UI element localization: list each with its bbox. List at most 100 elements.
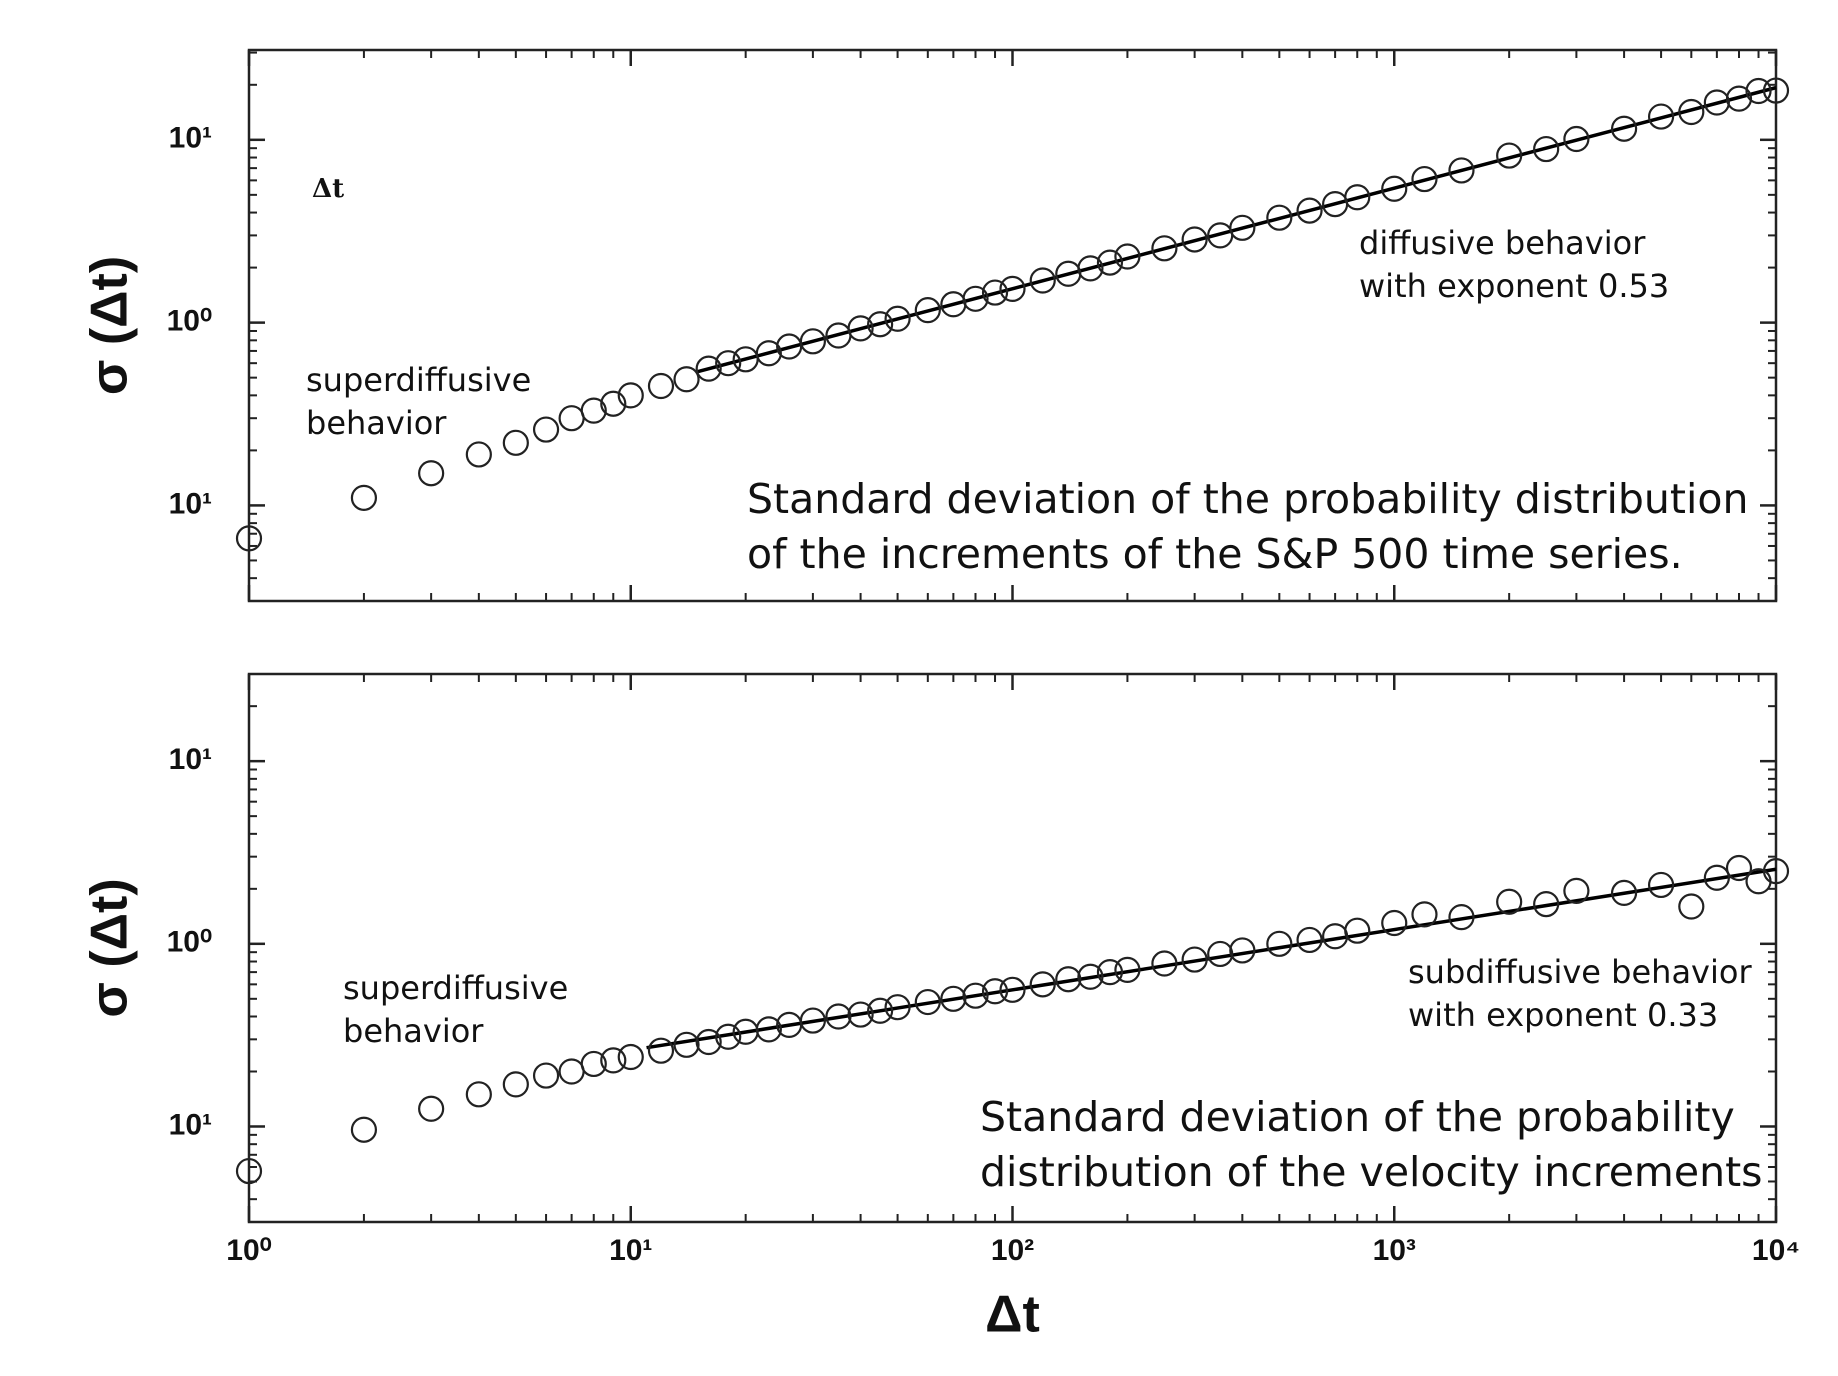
y-tick-label: 10⁰ — [167, 305, 212, 338]
data-point — [755, 340, 782, 367]
x-tick-label: 10⁰ — [226, 1234, 271, 1267]
data-point — [847, 1001, 874, 1028]
data-point — [940, 985, 967, 1012]
data-point — [1266, 204, 1293, 231]
annotation: superdiffusive — [306, 361, 531, 399]
y-tick-label: 10¹ — [169, 743, 212, 776]
data-point — [502, 1071, 529, 1098]
data-point — [1610, 879, 1638, 907]
data-point — [1745, 77, 1772, 105]
data-point — [799, 1007, 826, 1034]
data-point — [884, 994, 911, 1021]
data-point — [465, 1081, 492, 1108]
data-point — [532, 1062, 560, 1089]
data-point — [715, 350, 742, 377]
data-point — [1151, 235, 1178, 262]
y-tick-label: 10⁰ — [167, 926, 212, 959]
x-tick-label: 10⁴ — [1752, 1234, 1800, 1267]
data-point — [558, 1058, 585, 1085]
data-point — [1610, 115, 1638, 142]
data-point — [1181, 946, 1208, 973]
annotation: superdiffusive — [343, 969, 568, 1007]
y-tick-label: 10¹ — [169, 487, 212, 520]
data-point — [1496, 142, 1523, 169]
data-point — [1533, 135, 1560, 163]
data-point — [465, 441, 492, 468]
data-point — [1448, 157, 1475, 184]
data-point — [617, 382, 644, 409]
data-point — [1344, 184, 1371, 211]
annotation: Standard deviation of the probability di… — [747, 475, 1748, 523]
data-point — [1181, 226, 1208, 253]
data-point — [580, 1050, 607, 1078]
data-point — [1563, 877, 1590, 904]
data-point — [999, 275, 1026, 302]
annotation: Standard deviation of the probability — [980, 1093, 1735, 1141]
data-point — [1114, 956, 1141, 983]
data-point — [600, 390, 627, 417]
data-point — [1096, 249, 1124, 276]
annotation: behavior — [306, 404, 447, 442]
data-point — [1448, 904, 1475, 931]
data-point — [1266, 930, 1293, 957]
data-point — [867, 997, 894, 1024]
data-point — [914, 988, 941, 1016]
data-point — [673, 1031, 700, 1058]
data-point — [755, 1016, 782, 1043]
data-point — [617, 1043, 644, 1071]
data-point — [695, 355, 722, 382]
data-point — [647, 1037, 675, 1064]
data-point — [1762, 858, 1790, 885]
data-point — [1381, 909, 1408, 937]
data-point — [418, 460, 445, 487]
data-point — [1647, 103, 1675, 130]
annotation: behavior — [343, 1012, 484, 1050]
annotation: subdiffusive behavior — [1408, 953, 1752, 991]
data-point — [1703, 864, 1730, 891]
annotation: with exponent 0.53 — [1359, 267, 1669, 305]
data-point — [673, 366, 700, 393]
data-point — [914, 297, 941, 324]
fit-line — [646, 867, 1777, 1050]
data-point — [1762, 77, 1790, 104]
data-point — [647, 372, 675, 400]
data-point — [847, 315, 874, 342]
data-point — [1229, 937, 1256, 964]
data-point — [962, 285, 989, 312]
data-point — [1533, 890, 1560, 918]
data-point — [350, 1116, 378, 1143]
data-point — [981, 978, 1009, 1005]
data-point — [1703, 89, 1730, 116]
x-tick-label: 10² — [991, 1234, 1034, 1267]
data-point — [1496, 888, 1523, 915]
data-point — [884, 305, 911, 332]
data-point — [1725, 85, 1753, 112]
data-point — [558, 405, 585, 432]
annotation: with exponent 0.33 — [1408, 996, 1718, 1034]
data-point — [1678, 98, 1705, 126]
data-point — [1344, 917, 1371, 944]
data-point — [999, 976, 1026, 1003]
data-point — [418, 1095, 445, 1122]
data-point — [1077, 963, 1104, 990]
x-tick-label: 10¹ — [609, 1234, 652, 1267]
data-point — [1678, 893, 1705, 920]
y-tick-label: 10¹ — [169, 1108, 212, 1141]
data-point — [1296, 197, 1323, 224]
data-point — [1151, 950, 1178, 977]
data-point — [235, 1157, 263, 1185]
data-point — [1411, 165, 1438, 193]
data-point — [695, 1028, 722, 1056]
data-point — [1725, 854, 1753, 882]
annotation: diffusive behavior — [1359, 224, 1646, 262]
data-point — [350, 484, 378, 511]
data-point — [981, 279, 1009, 306]
fit-line — [697, 85, 1777, 374]
data-point — [502, 429, 529, 456]
y-axis-title: σ (Δt) — [81, 878, 139, 1017]
data-point — [1096, 959, 1124, 986]
y-tick-label: 10¹ — [169, 122, 212, 155]
data-point — [1207, 940, 1234, 968]
data-point — [532, 416, 560, 443]
